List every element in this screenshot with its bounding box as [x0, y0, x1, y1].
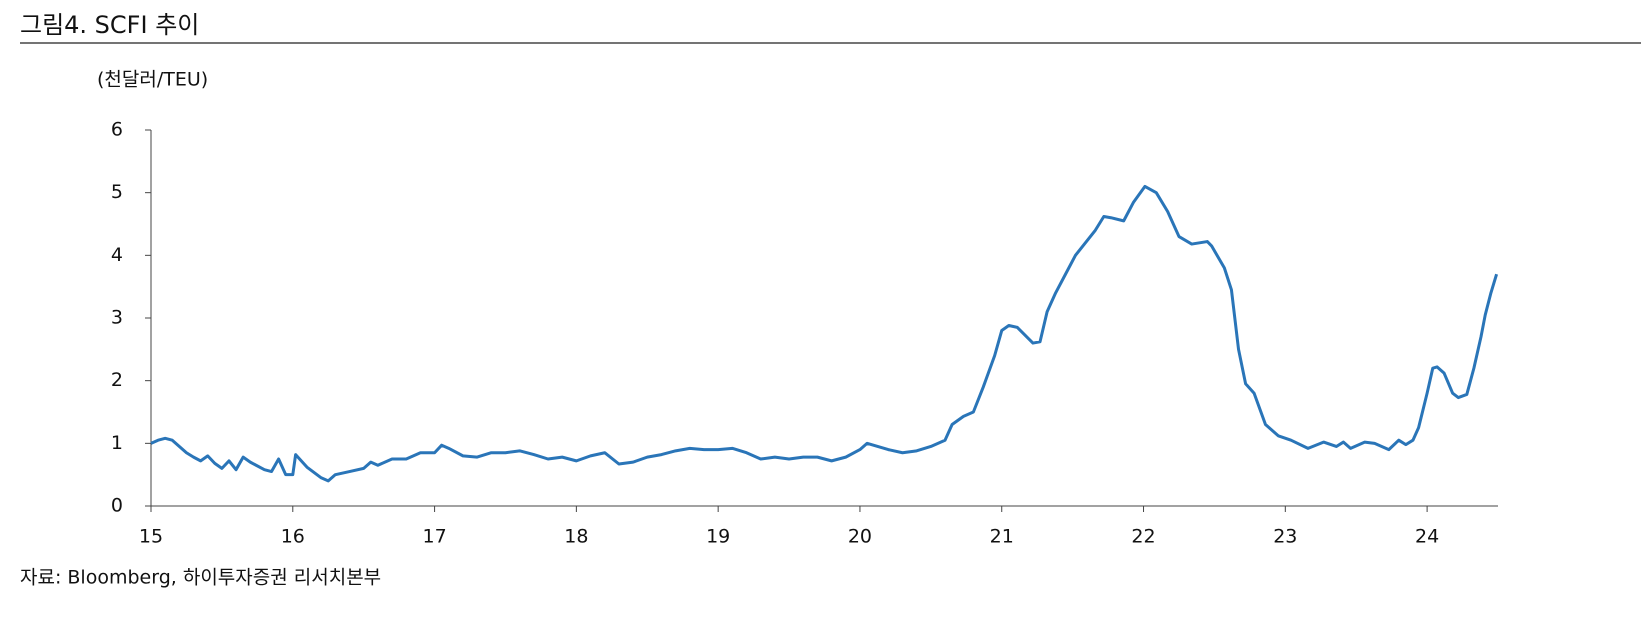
- x-tick-label: 16: [281, 526, 305, 548]
- y-tick-label: 2: [111, 369, 123, 391]
- y-tick-label: 3: [111, 307, 123, 329]
- x-tick-label: 22: [1131, 526, 1155, 548]
- x-tick-label: 18: [564, 526, 588, 548]
- y-unit: (천달러/TEU): [97, 69, 208, 91]
- chart-title: 그림4. SCFI 추이: [20, 11, 199, 39]
- line-series: [150, 184, 1499, 483]
- y-tick-label: 6: [111, 119, 123, 141]
- y-tick-label: 5: [111, 181, 123, 203]
- y-tick-label: 1: [111, 432, 123, 454]
- source: 자료: Bloomberg, 하이투자증권 리서치본부: [20, 567, 381, 589]
- x-tick-label: 15: [139, 526, 163, 548]
- y-tick-label: 0: [111, 495, 123, 517]
- x-tick-label: 17: [422, 526, 446, 548]
- x-tick-label: 21: [990, 526, 1014, 548]
- x-tick-label: 19: [706, 526, 730, 548]
- x-tick-label: 23: [1273, 526, 1297, 548]
- y-tick-label: 4: [111, 244, 123, 266]
- x-tick-label: 20: [848, 526, 872, 548]
- x-tick-label: 24: [1415, 526, 1439, 548]
